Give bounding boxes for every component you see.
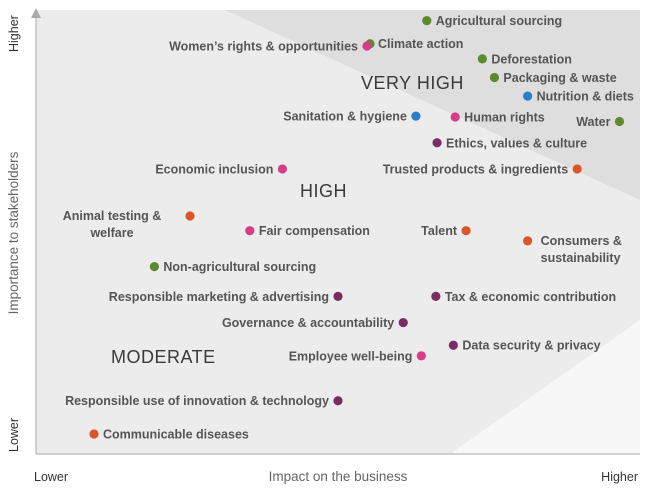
point-label-packaging-waste: Packaging & waste [503, 71, 616, 85]
point-label-fair-compensation: Fair compensation [259, 224, 370, 238]
y-axis-low-label: Lower [7, 418, 21, 452]
point-label-governance-accountability: Governance & accountability [222, 316, 394, 330]
point-label-human-rights: Human rights [464, 111, 545, 125]
point-marker-communicable-diseases [89, 429, 99, 439]
zone-label-high: HIGH [300, 181, 347, 201]
axes [31, 8, 640, 455]
point-label-nutrition-diets: Nutrition & diets [537, 90, 634, 104]
point-label-non-agricultural-sourcing: Non-agricultural sourcing [163, 260, 316, 274]
data-point-communicable-diseases: Communicable diseases [89, 428, 249, 442]
data-point-nutrition-diets: Nutrition & diets [523, 90, 634, 104]
data-point-responsible-use-of-innovation-technology: Responsible use of innovation & technolo… [65, 394, 343, 408]
zone-layer [36, 10, 640, 454]
point-marker-employee-well-being [416, 351, 426, 361]
zone-label-moderate: MODERATE [111, 347, 216, 367]
data-point-consumers-sustainability: Consumers & sustainability [523, 234, 622, 265]
point-marker-packaging-waste [489, 72, 500, 83]
point-label-employee-well-being: Employee well-being [289, 349, 413, 363]
point-label-sanitation-hygiene: Sanitation & hygiene [283, 110, 407, 124]
point-label-communicable-diseases: Communicable diseases [103, 428, 249, 442]
point-marker-governance-accountability [398, 317, 408, 328]
point-label-consumers-sustainability: Consumers & sustainability [541, 234, 622, 265]
point-label-women-s-rights-opportunities: Women’s rights & opportunities [169, 39, 358, 53]
data-point-non-agricultural-sourcing: Non-agricultural sourcing [149, 260, 316, 274]
data-point-ethics-values-culture: Ethics, values & culture [432, 136, 587, 150]
point-label-water: Water [576, 115, 610, 129]
y-axis-title: Importance to stakeholders [6, 151, 21, 314]
point-label-animal-testing-welfare: Animal testing & welfare [63, 209, 162, 240]
data-point-human-rights: Human rights [450, 111, 545, 125]
data-point-animal-testing-welfare: Animal testing & welfare [63, 209, 195, 240]
data-point-deforestation: Deforestation [477, 52, 572, 66]
data-point-women-s-rights-opportunities: Women’s rights & opportunities [169, 39, 372, 53]
x-axis-title: Impact on the business [269, 469, 408, 484]
data-point-water: Water [576, 115, 625, 129]
point-marker-animal-testing-welfare [185, 211, 195, 221]
point-marker-data-security-privacy [448, 340, 458, 350]
point-marker-consumers-sustainability [523, 236, 533, 246]
point-marker-ethics-values-culture [432, 138, 442, 148]
data-point-sanitation-hygiene: Sanitation & hygiene [283, 110, 421, 124]
data-point-employee-well-being: Employee well-being [289, 349, 426, 363]
data-point-data-security-privacy: Data security & privacy [448, 339, 601, 353]
data-point-tax-economic-contribution: Tax & economic contribution [431, 290, 616, 304]
point-marker-human-rights [450, 112, 460, 122]
point-marker-fair-compensation [245, 226, 255, 236]
point-marker-agricultural-sourcing [422, 16, 432, 26]
point-label-agricultural-sourcing: Agricultural sourcing [436, 14, 562, 28]
point-label-economic-inclusion: Economic inclusion [155, 162, 273, 176]
point-label-responsible-use-of-innovation-technology: Responsible use of innovation & technolo… [65, 394, 329, 408]
x-axis-high-label: Higher [601, 470, 638, 484]
data-point-economic-inclusion: Economic inclusion [155, 162, 288, 176]
point-marker-non-agricultural-sourcing [149, 262, 159, 272]
y-axis-high-label: Higher [7, 15, 21, 52]
point-marker-nutrition-diets [523, 91, 533, 101]
point-label-trusted-products-ingredients: Trusted products & ingredients [383, 162, 568, 176]
data-point-climate-action: Climate action [365, 37, 463, 51]
point-marker-trusted-products-ingredients [572, 164, 582, 174]
point-marker-tax-economic-contribution [431, 291, 441, 301]
point-marker-deforestation [477, 54, 487, 64]
zone-very-high-band [225, 10, 640, 200]
point-label-deforestation: Deforestation [491, 52, 572, 66]
data-point-governance-accountability: Governance & accountability [222, 316, 408, 330]
data-point-packaging-waste: Packaging & waste [489, 71, 617, 85]
point-marker-sanitation-hygiene [411, 111, 421, 121]
data-point-fair-compensation: Fair compensation [245, 224, 370, 238]
x-axis-low-label: Lower [34, 470, 68, 484]
point-label-tax-economic-contribution: Tax & economic contribution [445, 290, 616, 304]
data-point-trusted-products-ingredients: Trusted products & ingredients [383, 162, 582, 176]
data-point-talent: Talent [421, 224, 471, 238]
point-label-climate-action: Climate action [378, 37, 463, 51]
zone-label-very-high: VERY HIGH [361, 73, 464, 93]
point-marker-water [614, 116, 625, 127]
data-point-agricultural-sourcing: Agricultural sourcing [422, 14, 562, 28]
point-label-talent: Talent [421, 224, 458, 238]
point-label-data-security-privacy: Data security & privacy [462, 339, 600, 353]
data-point-responsible-marketing-advertising: Responsible marketing & advertising [109, 290, 343, 304]
point-marker-talent [461, 226, 471, 236]
point-label-responsible-marketing-advertising: Responsible marketing & advertising [109, 290, 329, 304]
point-marker-women-s-rights-opportunities [362, 41, 372, 51]
point-marker-responsible-marketing-advertising [333, 291, 343, 301]
point-marker-responsible-use-of-innovation-technology [333, 396, 343, 406]
point-label-ethics-values-culture: Ethics, values & culture [446, 136, 587, 150]
data-points: Agricultural sourcing Climate action Women… [63, 14, 634, 441]
y-axis-arrow-icon [31, 8, 41, 18]
point-marker-economic-inclusion [277, 164, 288, 174]
